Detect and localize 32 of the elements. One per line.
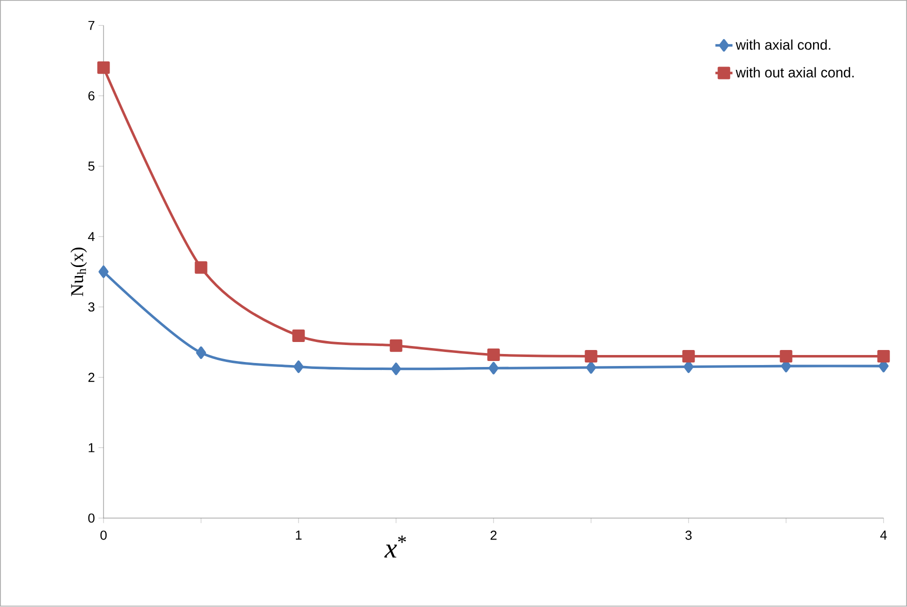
- point: [780, 350, 792, 363]
- point: [391, 362, 402, 376]
- point: [196, 346, 206, 360]
- point: [584, 350, 598, 363]
- y-axis-title: Nu$_{h}$(x): [70, 248, 87, 296]
- point: [194, 261, 208, 274]
- y-tick-label: 1: [88, 443, 94, 452]
- y-tick-label: 3: [88, 302, 94, 312]
- y-tick-label: 7: [88, 21, 94, 30]
- y-tick-label: 0: [88, 514, 94, 523]
- point: [97, 62, 110, 74]
- legend-label: with out axial cond.: [736, 67, 854, 78]
- point: [292, 330, 305, 342]
- point: [487, 348, 500, 362]
- x-tick-label: 1: [296, 530, 302, 540]
- x-tick-label: 0: [100, 530, 107, 540]
- point: [586, 361, 596, 374]
- legend-label: with axial cond.: [736, 40, 830, 50]
- x-tick-label: 3: [685, 530, 692, 540]
- point: [877, 350, 890, 363]
- x-axis-title: x$^{*}$: [384, 536, 406, 558]
- point: [98, 266, 109, 278]
- point: [488, 362, 499, 375]
- y-tick-label: 5: [88, 162, 94, 171]
- y-tick-label: 6: [88, 91, 94, 101]
- y-tick-label: 2: [88, 372, 94, 382]
- point: [294, 360, 304, 374]
- x-tick-label: 2: [490, 530, 497, 540]
- x-tick-label: 4: [880, 530, 887, 540]
- point: [390, 340, 402, 352]
- y-tick-label: 4: [88, 232, 95, 242]
- point: [682, 350, 695, 363]
